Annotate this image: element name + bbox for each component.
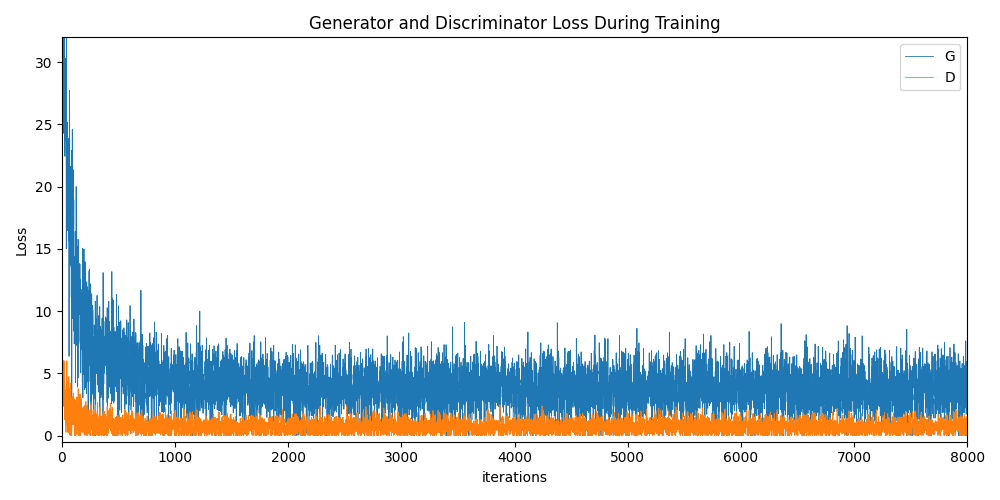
G	[776, 358, 788, 364]
G	[961, 386, 973, 392]
Legend: G, D: G, D	[900, 44, 960, 90]
D	[56, 358, 68, 364]
D	[727, 418, 739, 424]
Y-axis label: Loss: Loss	[15, 224, 29, 254]
G	[90, 432, 102, 438]
Title: Generator and Discriminator Loss During Training: Generator and Discriminator Loss During …	[309, 15, 720, 33]
D	[631, 424, 643, 430]
D	[102, 432, 114, 438]
D	[776, 414, 788, 420]
G	[384, 373, 396, 379]
Line: G: G	[62, 0, 967, 436]
D	[384, 422, 396, 428]
D	[64, 432, 76, 438]
D	[592, 420, 604, 426]
G	[56, 0, 68, 3]
Line: D: D	[62, 361, 967, 436]
G	[592, 404, 604, 409]
G	[727, 401, 739, 407]
G	[102, 315, 114, 321]
G	[631, 398, 643, 404]
D	[961, 422, 973, 428]
X-axis label: iterations: iterations	[482, 471, 548, 485]
D	[56, 370, 68, 376]
